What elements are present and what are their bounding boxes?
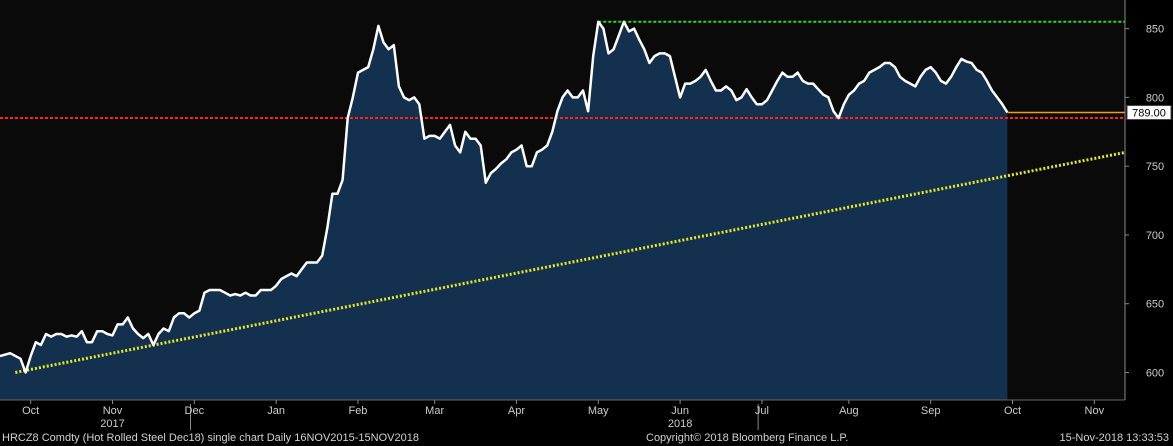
footer-security-description: HRCZ8 Comdty (Hot Rolled Steel Dec18) si… [2, 432, 419, 444]
x-tick-label: Oct [22, 405, 39, 417]
x-tick-label: Dec [185, 405, 205, 417]
x-tick-label: Apr [508, 405, 525, 417]
y-tick-label: 700 [1146, 230, 1164, 242]
x-year-label: 2018 [668, 418, 692, 430]
footer-copyright: Copyright© 2018 Bloomberg Finance L.P. [646, 432, 849, 444]
chart-footer: HRCZ8 Comdty (Hot Rolled Steel Dec18) si… [0, 430, 1173, 446]
x-tick-label: Mar [425, 405, 444, 417]
x-tick-label: Jan [267, 405, 285, 417]
x-tick-label: Aug [839, 405, 859, 417]
footer-timestamp: 15-Nov-2018 13:33:53 [1059, 432, 1169, 444]
x-tick-label: Sep [921, 405, 941, 417]
x-tick-label: Nov [1085, 405, 1105, 417]
x-tick-label: Oct [1004, 405, 1021, 417]
last-price-label: 789.00 [1132, 108, 1166, 120]
x-tick-label: Jul [755, 405, 769, 417]
price-area [0, 21, 1008, 401]
last-price-box [1126, 105, 1172, 121]
x-tick-label: May [588, 405, 609, 417]
y-tick-label: 600 [1146, 367, 1164, 379]
x-tick-label: Feb [348, 405, 367, 417]
y-tick-label: 800 [1146, 92, 1164, 104]
x-year-label: 2017 [100, 418, 124, 430]
y-tick-label: 850 [1146, 24, 1164, 36]
price-line [0, 20, 1009, 374]
x-tick-label: Nov [103, 405, 123, 417]
y-axis-panel [1125, 0, 1173, 430]
trend-line [15, 150, 1126, 374]
y-tick-label: 650 [1146, 299, 1164, 311]
x-tick-label: Jun [671, 405, 689, 417]
y-tick-label: 750 [1146, 161, 1164, 173]
